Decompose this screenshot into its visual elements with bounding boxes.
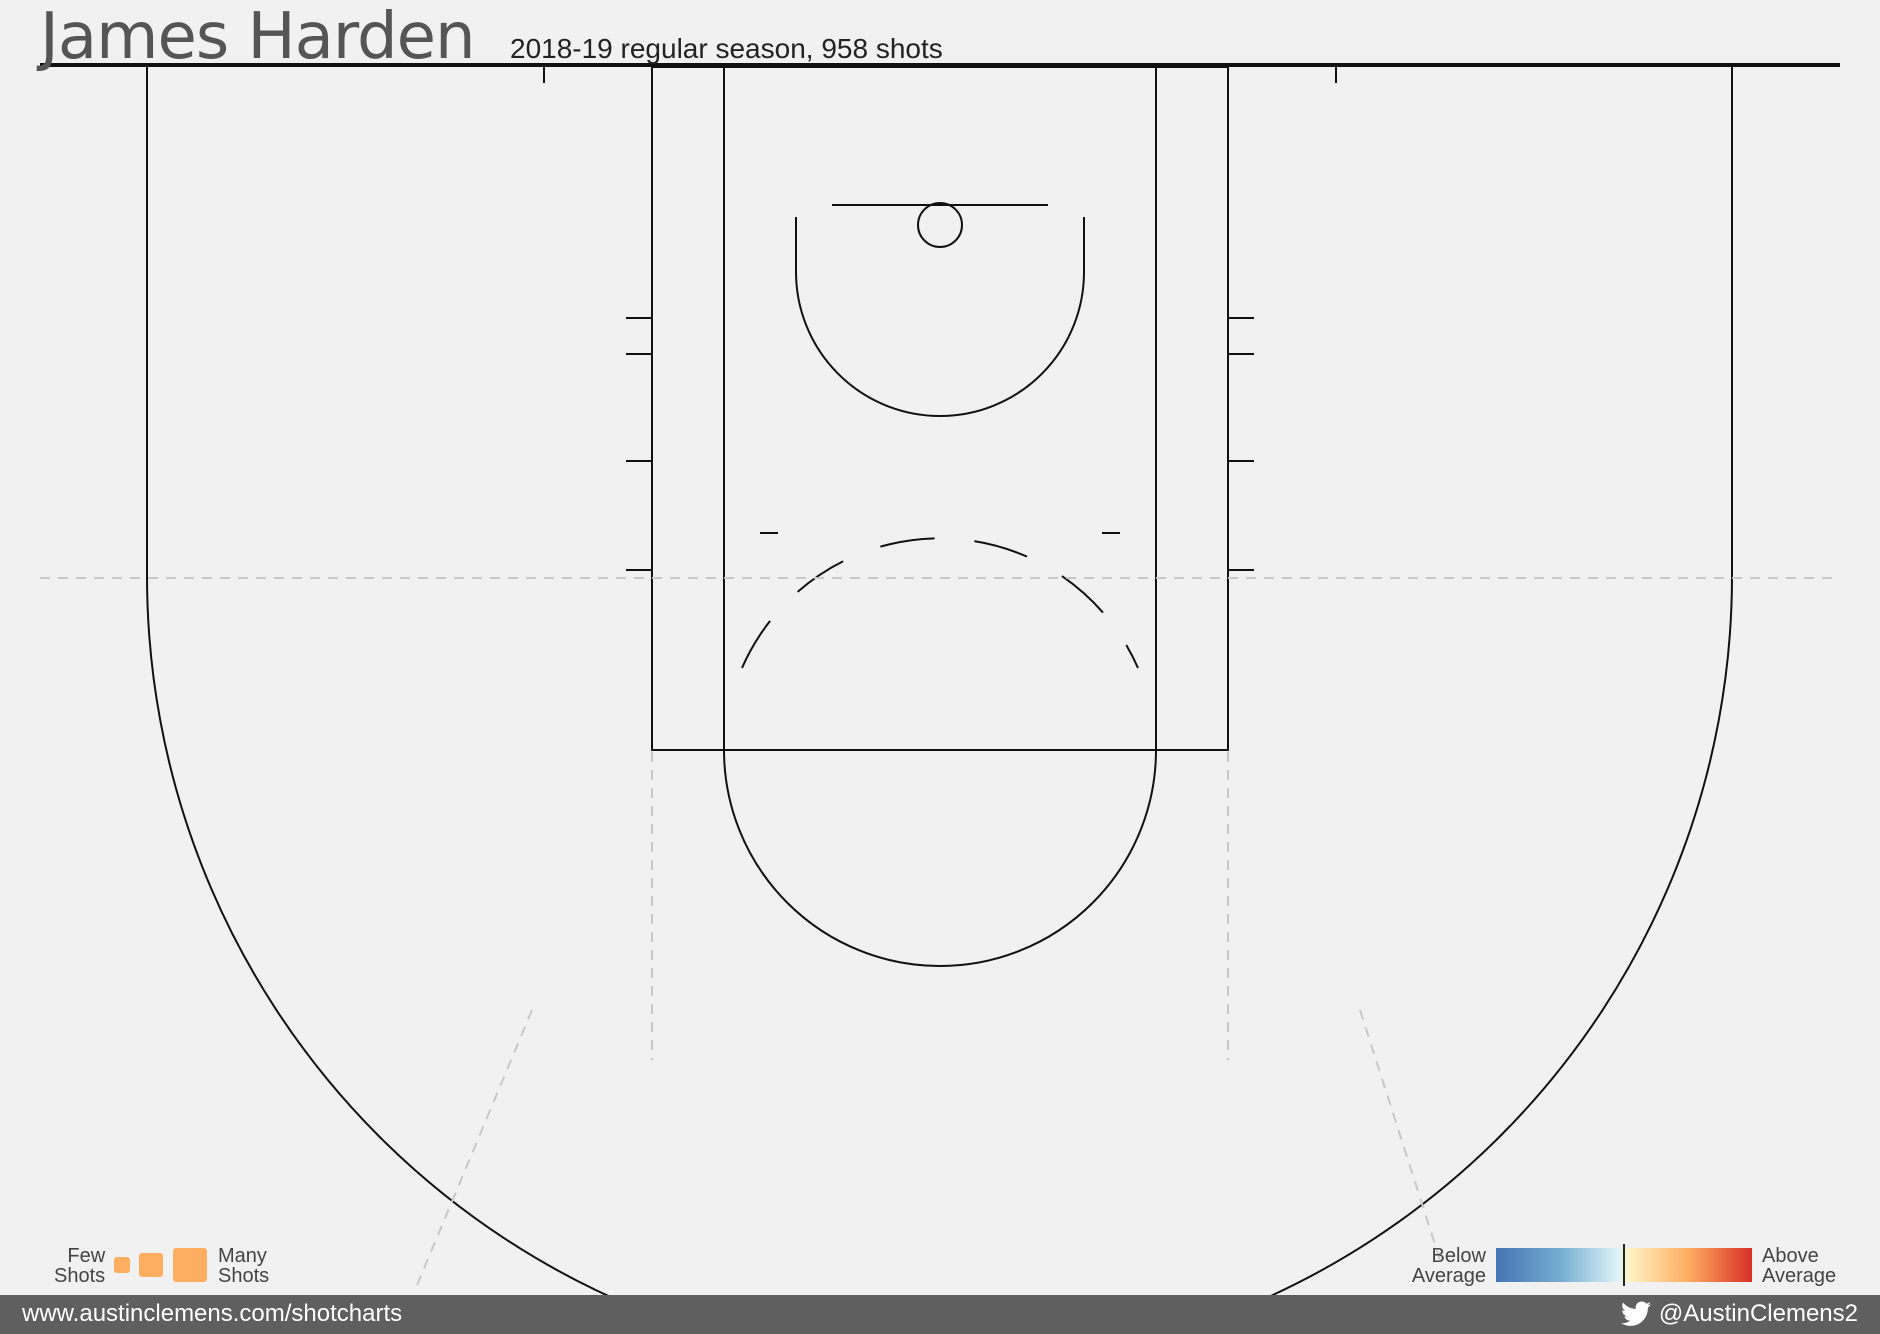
lane-outer bbox=[651, 66, 1229, 751]
free-throw-circle-top bbox=[741, 537, 1139, 669]
zone-guides bbox=[40, 577, 1840, 1291]
twitter-bird-icon bbox=[1620, 1301, 1651, 1326]
page-subtitle: 2018-19 regular season, 958 shots bbox=[510, 33, 943, 64]
rim bbox=[917, 202, 963, 248]
legend-shots-label: Shots bbox=[218, 1265, 270, 1287]
lane-inner bbox=[723, 66, 1157, 751]
legend-size-square bbox=[114, 1257, 130, 1273]
zone-guide-wing-right bbox=[1359, 1009, 1441, 1261]
twitter-link[interactable]: @AustinClemens2 bbox=[1620, 1300, 1858, 1328]
free-throw-circle-bottom bbox=[723, 749, 1157, 967]
legend-above-average: Above Average bbox=[1762, 1246, 1836, 1286]
legend-many-shots: Many Shots bbox=[218, 1246, 269, 1286]
legend-size-square bbox=[139, 1253, 163, 1277]
legend-few-shots: Few Shots bbox=[54, 1246, 105, 1286]
legend-many-label: Many bbox=[218, 1245, 267, 1267]
legend-below-average: Below Average bbox=[1412, 1246, 1486, 1286]
legend-above-label: Above bbox=[1762, 1245, 1819, 1267]
page-title: James Harden bbox=[40, 0, 476, 74]
court-lines bbox=[40, 63, 1840, 1334]
restricted-area bbox=[795, 217, 1085, 417]
twitter-handle: @AustinClemens2 bbox=[1658, 1300, 1858, 1327]
three-point-arc bbox=[146, 575, 1733, 1334]
legend-shots-label: Shots bbox=[54, 1265, 106, 1287]
zone-guide-wing-left bbox=[414, 1009, 533, 1291]
website-link[interactable]: www.austinclemens.com/shotcharts bbox=[22, 1300, 403, 1327]
legend-average-label: Average bbox=[1411, 1265, 1486, 1287]
legend-average-label: Average bbox=[1762, 1265, 1837, 1287]
legend-marks bbox=[114, 1248, 207, 1282]
legend-below-label: Below bbox=[1431, 1245, 1486, 1267]
legend-few-label: Few bbox=[67, 1245, 106, 1267]
footer-bar: www.austinclemens.com/shotcharts @Austin… bbox=[0, 1295, 1880, 1334]
legend-size-square bbox=[173, 1248, 207, 1282]
